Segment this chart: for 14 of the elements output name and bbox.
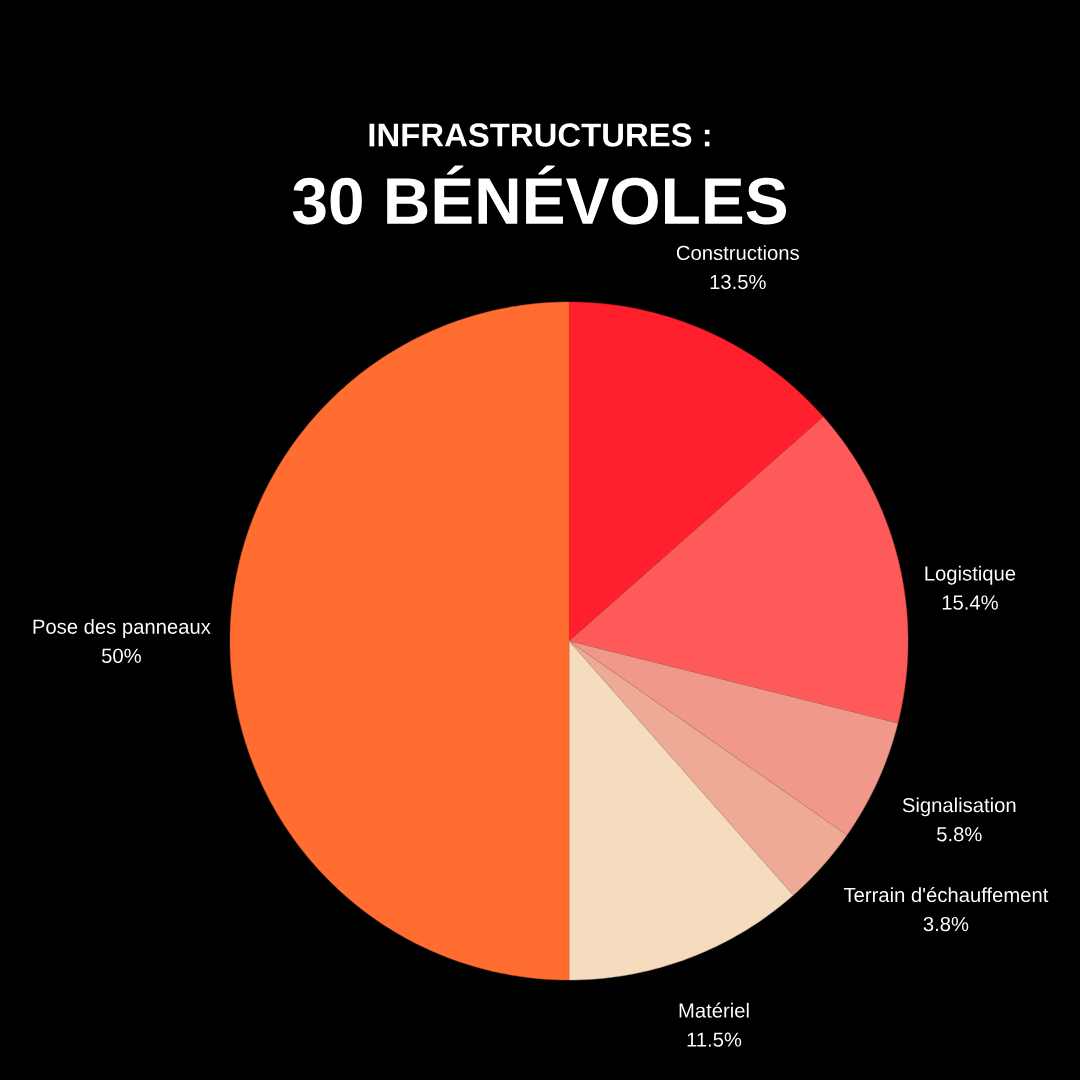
slice-label: Logistique <box>925 565 1016 585</box>
chart-title: INFRASTRUCTURES : <box>369 123 710 147</box>
slice-label: Signalisation <box>902 797 1016 817</box>
slice-label: Terrain d'échauffement <box>843 886 1049 903</box>
slice-label: Matériel <box>679 1002 749 1018</box>
data-label: 50% <box>101 648 141 663</box>
data-label: 13.5% <box>710 274 766 290</box>
slice-label: Pose des panneaux <box>33 619 211 638</box>
data-label: 11.5% <box>687 1032 742 1047</box>
data-label: 5.8% <box>937 827 982 842</box>
data-label: 3.8% <box>923 916 969 932</box>
chart-subtitle: 30 BÉNÉVOLES <box>292 165 787 225</box>
data-label: 15.4% <box>942 595 998 610</box>
slice-label: Constructions <box>676 245 799 261</box>
